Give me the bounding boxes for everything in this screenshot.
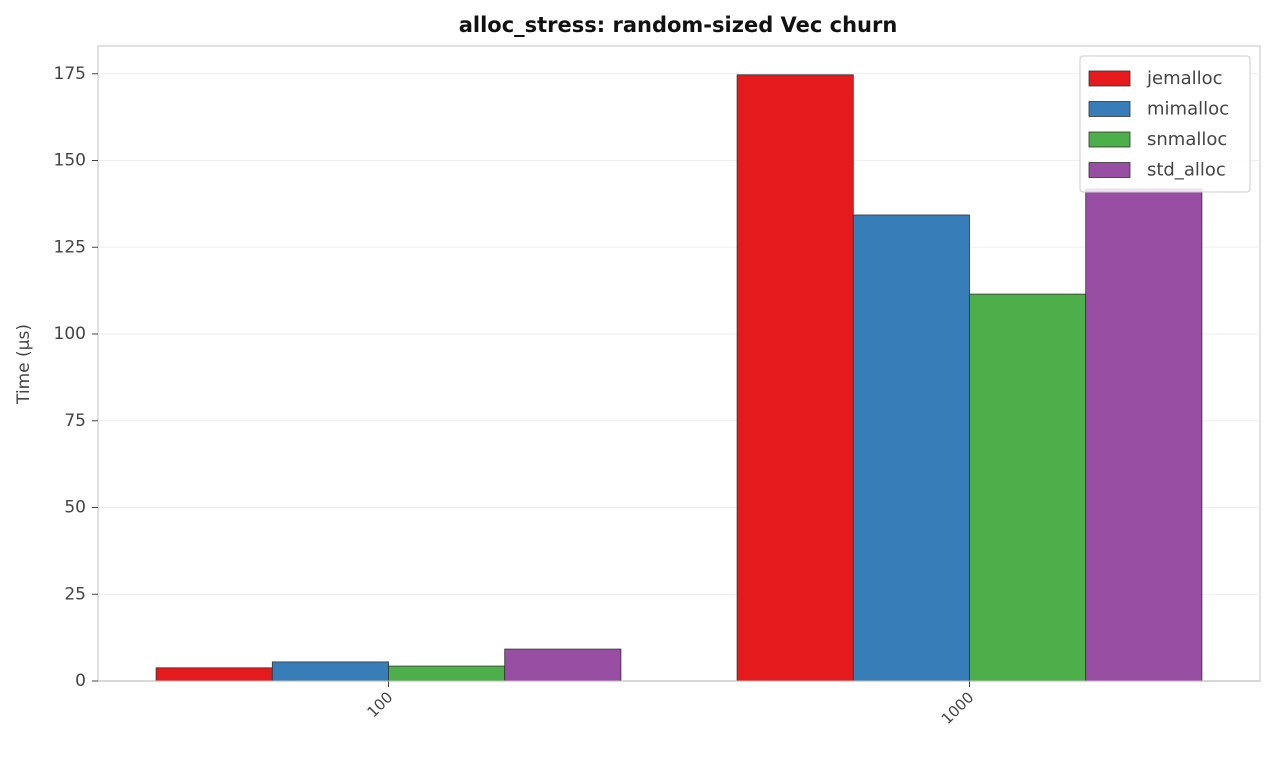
- bar: [504, 648, 622, 682]
- legend-label: snmalloc: [1147, 129, 1227, 150]
- legend-label: mimalloc: [1147, 99, 1229, 120]
- bar: [736, 74, 854, 682]
- legend-swatch: [1088, 70, 1131, 87]
- y-axis-label: Time (µs): [14, 324, 34, 405]
- legend-box: [1079, 55, 1251, 193]
- bar: [1085, 188, 1203, 682]
- y-tick-label: 50: [64, 498, 86, 518]
- legend-label: std_alloc: [1147, 160, 1226, 181]
- bar: [271, 661, 389, 682]
- legend-swatch: [1088, 131, 1131, 148]
- y-tick-label: 150: [54, 151, 86, 171]
- bar: [969, 293, 1087, 682]
- legend-swatch: [1088, 162, 1131, 178]
- x-tick-label: 100: [364, 688, 397, 721]
- bar: [155, 667, 273, 682]
- x-tick-label: 1000: [938, 688, 978, 728]
- legend-label: jemalloc: [1146, 68, 1223, 89]
- y-tick-label: 0: [75, 671, 86, 691]
- y-tick-label: 125: [54, 237, 86, 257]
- y-tick-label: 100: [54, 324, 86, 344]
- legend-swatch: [1088, 101, 1131, 117]
- bar: [852, 214, 970, 682]
- y-tick-label: 25: [64, 584, 86, 604]
- chart-title: alloc_stress: random-sized Vec churn: [459, 13, 898, 37]
- y-tick-label: 175: [54, 64, 86, 84]
- y-tick-label: 75: [64, 411, 86, 431]
- bar: [388, 665, 506, 682]
